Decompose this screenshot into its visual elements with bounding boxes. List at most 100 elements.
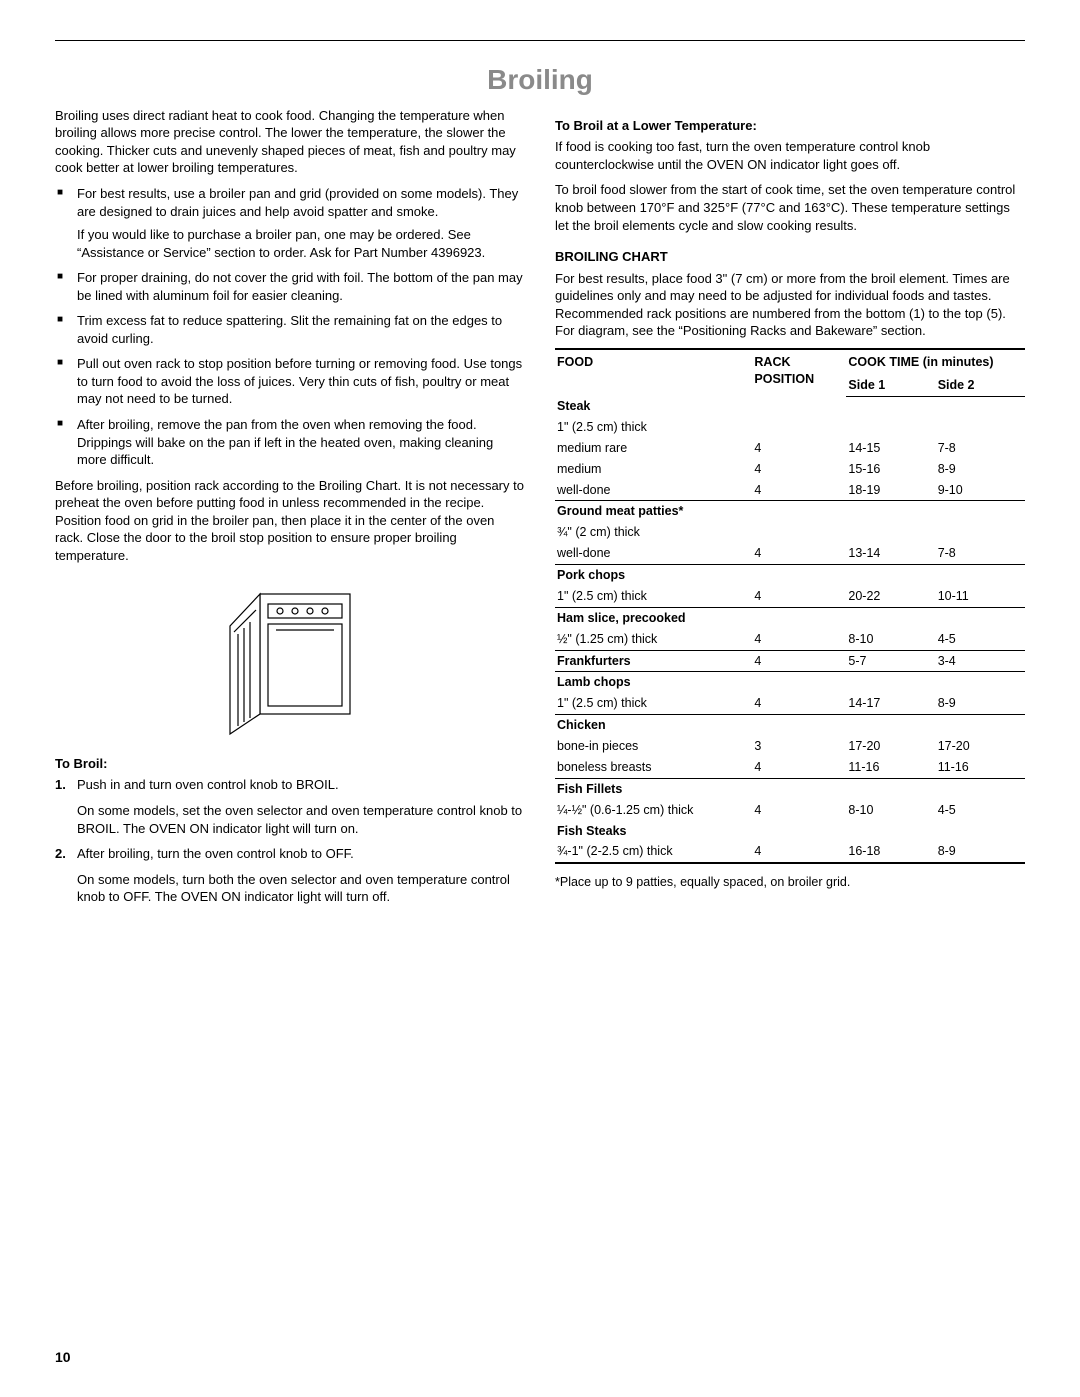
rack-cell: 4: [752, 650, 846, 672]
lower-temp-heading: To Broil at a Lower Temperature:: [555, 117, 1025, 135]
steps-list: 1. Push in and turn oven control knob to…: [55, 776, 525, 905]
food-cell: ¼-½" (0.6-1.25 cm) thick: [555, 800, 752, 821]
side1-cell: 13-14: [846, 543, 935, 564]
bullet-text: Trim excess fat to reduce spattering. Sl…: [77, 312, 525, 347]
food-cell: Lamb chops: [555, 672, 752, 693]
lower-temp-paragraph: If food is cooking too fast, turn the ov…: [555, 138, 1025, 173]
rack-cell: 4: [752, 800, 846, 821]
side1-cell: 11-16: [846, 757, 935, 778]
side1-cell: 16-18: [846, 841, 935, 863]
table-row: ¾-1" (2-2.5 cm) thick416-188-9: [555, 841, 1025, 863]
bullet-item: For proper draining, do not cover the gr…: [55, 269, 525, 304]
rack-cell: 3: [752, 736, 846, 757]
food-cell: boneless breasts: [555, 757, 752, 778]
food-cell: Fish Fillets: [555, 778, 752, 799]
side1-cell: 20-22: [846, 586, 935, 607]
food-cell: well-done: [555, 480, 752, 501]
food-cell: 1" (2.5 cm) thick: [555, 693, 752, 714]
table-row: 1" (2.5 cm) thick414-178-9: [555, 693, 1025, 714]
side1-cell: 18-19: [846, 480, 935, 501]
table-row: 1" (2.5 cm) thick: [555, 417, 1025, 438]
table-row: Ham slice, precooked: [555, 607, 1025, 628]
bullet-text: For proper draining, do not cover the gr…: [77, 269, 525, 304]
oven-icon: [210, 576, 370, 736]
food-cell: Fish Steaks: [555, 821, 752, 842]
rack-cell: 4: [752, 693, 846, 714]
food-cell: bone-in pieces: [555, 736, 752, 757]
bullet-item: Trim excess fat to reduce spattering. Sl…: [55, 312, 525, 347]
chart-intro-paragraph: For best results, place food 3" (7 cm) o…: [555, 270, 1025, 340]
table-row: ¾" (2 cm) thick: [555, 522, 1025, 543]
food-cell: Steak: [555, 396, 752, 417]
step-item: 2. After broiling, turn the oven control…: [55, 845, 525, 906]
rack-cell: 4: [752, 543, 846, 564]
bullet-text: After broiling, remove the pan from the …: [77, 416, 525, 469]
side1-cell: 8-10: [846, 629, 935, 650]
th-cook-time: COOK TIME (in minutes): [846, 349, 1025, 373]
side2-cell: 7-8: [936, 543, 1025, 564]
step-text: Push in and turn oven control knob to BR…: [77, 776, 525, 794]
side1-cell: 14-15: [846, 438, 935, 459]
chart-body: Steak1" (2.5 cm) thickmedium rare414-157…: [555, 396, 1025, 863]
table-row: bone-in pieces317-2017-20: [555, 736, 1025, 757]
side2-cell: 8-9: [936, 693, 1025, 714]
bullet-item: For best results, use a broiler pan and …: [55, 185, 525, 261]
left-column: Broiling uses direct radiant heat to coo…: [55, 107, 525, 914]
table-row: Lamb chops: [555, 672, 1025, 693]
rack-cell: 4: [752, 480, 846, 501]
table-row: medium415-168-9: [555, 459, 1025, 480]
step-text: On some models, turn both the oven selec…: [77, 871, 525, 906]
side2-cell: 11-16: [936, 757, 1025, 778]
oven-door-illustration: [55, 576, 525, 741]
side2-cell: 17-20: [936, 736, 1025, 757]
table-row: Chicken: [555, 715, 1025, 736]
step-text: On some models, set the oven selector an…: [77, 802, 525, 837]
right-column: To Broil at a Lower Temperature: If food…: [555, 107, 1025, 914]
side1-cell: 14-17: [846, 693, 935, 714]
food-cell: ½" (1.25 cm) thick: [555, 629, 752, 650]
before-broiling-paragraph: Before broiling, position rack according…: [55, 477, 525, 565]
rack-cell: 4: [752, 757, 846, 778]
side2-cell: 3-4: [936, 650, 1025, 672]
bullet-text: If you would like to purchase a broiler …: [77, 226, 525, 261]
chart-footnote: *Place up to 9 patties, equally spaced, …: [555, 874, 1025, 891]
two-column-layout: Broiling uses direct radiant heat to coo…: [55, 107, 1025, 914]
page-title: Broiling: [55, 61, 1025, 99]
bullet-list: For best results, use a broiler pan and …: [55, 185, 525, 469]
broiling-chart-table: FOOD RACK POSITION COOK TIME (in minutes…: [555, 348, 1025, 865]
food-cell: medium rare: [555, 438, 752, 459]
th-side1: Side 1: [846, 373, 935, 396]
table-row: Fish Fillets: [555, 778, 1025, 799]
side1-cell: 5-7: [846, 650, 935, 672]
bullet-item: Pull out oven rack to stop position befo…: [55, 355, 525, 408]
th-rack: RACK POSITION: [752, 349, 846, 396]
food-cell: Ham slice, precooked: [555, 607, 752, 628]
intro-paragraph: Broiling uses direct radiant heat to coo…: [55, 107, 525, 177]
table-row: ¼-½" (0.6-1.25 cm) thick48-104-5: [555, 800, 1025, 821]
food-cell: 1" (2.5 cm) thick: [555, 417, 752, 438]
page-number: 10: [55, 1348, 71, 1367]
rack-cell: 4: [752, 586, 846, 607]
bullet-item: After broiling, remove the pan from the …: [55, 416, 525, 469]
top-rule: [55, 40, 1025, 41]
lower-temp-paragraph: To broil food slower from the start of c…: [555, 181, 1025, 234]
step-text: After broiling, turn the oven control kn…: [77, 845, 525, 863]
food-cell: Chicken: [555, 715, 752, 736]
food-cell: 1" (2.5 cm) thick: [555, 586, 752, 607]
side2-cell: 8-9: [936, 459, 1025, 480]
side2-cell: 4-5: [936, 629, 1025, 650]
side1-cell: 8-10: [846, 800, 935, 821]
side2-cell: 8-9: [936, 841, 1025, 863]
step-item: 1. Push in and turn oven control knob to…: [55, 776, 525, 837]
bullet-text: Pull out oven rack to stop position befo…: [77, 355, 525, 408]
bullet-text: For best results, use a broiler pan and …: [77, 185, 525, 220]
table-row: Steak: [555, 396, 1025, 417]
table-row: ½" (1.25 cm) thick48-104-5: [555, 629, 1025, 650]
side1-cell: 17-20: [846, 736, 935, 757]
table-row: Ground meat patties*: [555, 501, 1025, 522]
side2-cell: 10-11: [936, 586, 1025, 607]
step-number: 1.: [55, 776, 66, 794]
side2-cell: 7-8: [936, 438, 1025, 459]
to-broil-heading: To Broil:: [55, 755, 525, 773]
food-cell: Pork chops: [555, 565, 752, 586]
